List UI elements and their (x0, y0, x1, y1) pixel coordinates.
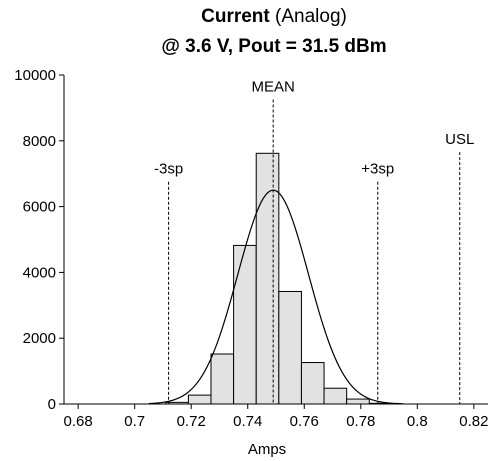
x-tick-label: 0.72 (177, 413, 206, 430)
histogram-bar (278, 290, 302, 405)
histogram-bars (165, 152, 393, 405)
chart-title: Current (Analog) (0, 2, 490, 32)
reference-line-label: +3sp (361, 161, 394, 178)
x-tick-label: 0.8 (407, 413, 428, 430)
normal-curve (148, 189, 404, 405)
histogram-bar (346, 398, 370, 405)
reference-lines: -3sp MEAN +3sp USL (154, 78, 474, 404)
chart-title-rest: (Analog) (275, 6, 347, 27)
chart-title-bold: Current (201, 6, 270, 27)
y-tick-label: 6000 (23, 199, 56, 216)
y-tick-label: 0 (48, 396, 56, 413)
reference-line-label: -3sp (154, 161, 183, 178)
x-tick-label: 0.74 (233, 413, 262, 430)
histogram-bar (233, 244, 257, 405)
histogram-bar (210, 353, 235, 405)
x-tick-label: 0.78 (346, 413, 375, 430)
y-tick-label: 8000 (23, 133, 56, 150)
x-tick-label: 0.76 (290, 413, 319, 430)
x-axis-label: Amps (248, 441, 286, 458)
x-tick-label: 0.82 (459, 413, 488, 430)
y-tick-label: 2000 (23, 330, 56, 347)
x-tick-label: 0.68 (64, 413, 93, 430)
histogram-bar (323, 387, 348, 405)
y-tick-label: 4000 (23, 264, 56, 281)
chart-subtitle: @ 3.6 V, Pout = 31.5 dBm (161, 36, 387, 57)
reference-line-label: USL (445, 131, 474, 148)
histogram-bar (300, 362, 325, 405)
histogram-bar (187, 394, 212, 405)
y-tick-label: 10000 (14, 67, 56, 84)
x-tick-label: 0.7 (124, 413, 145, 430)
reference-line-label: MEAN (252, 78, 295, 95)
axes: 0 2000 4000 6000 8000 10000 0.68 0.7 0.72 0.74 0.7… (14, 67, 488, 430)
